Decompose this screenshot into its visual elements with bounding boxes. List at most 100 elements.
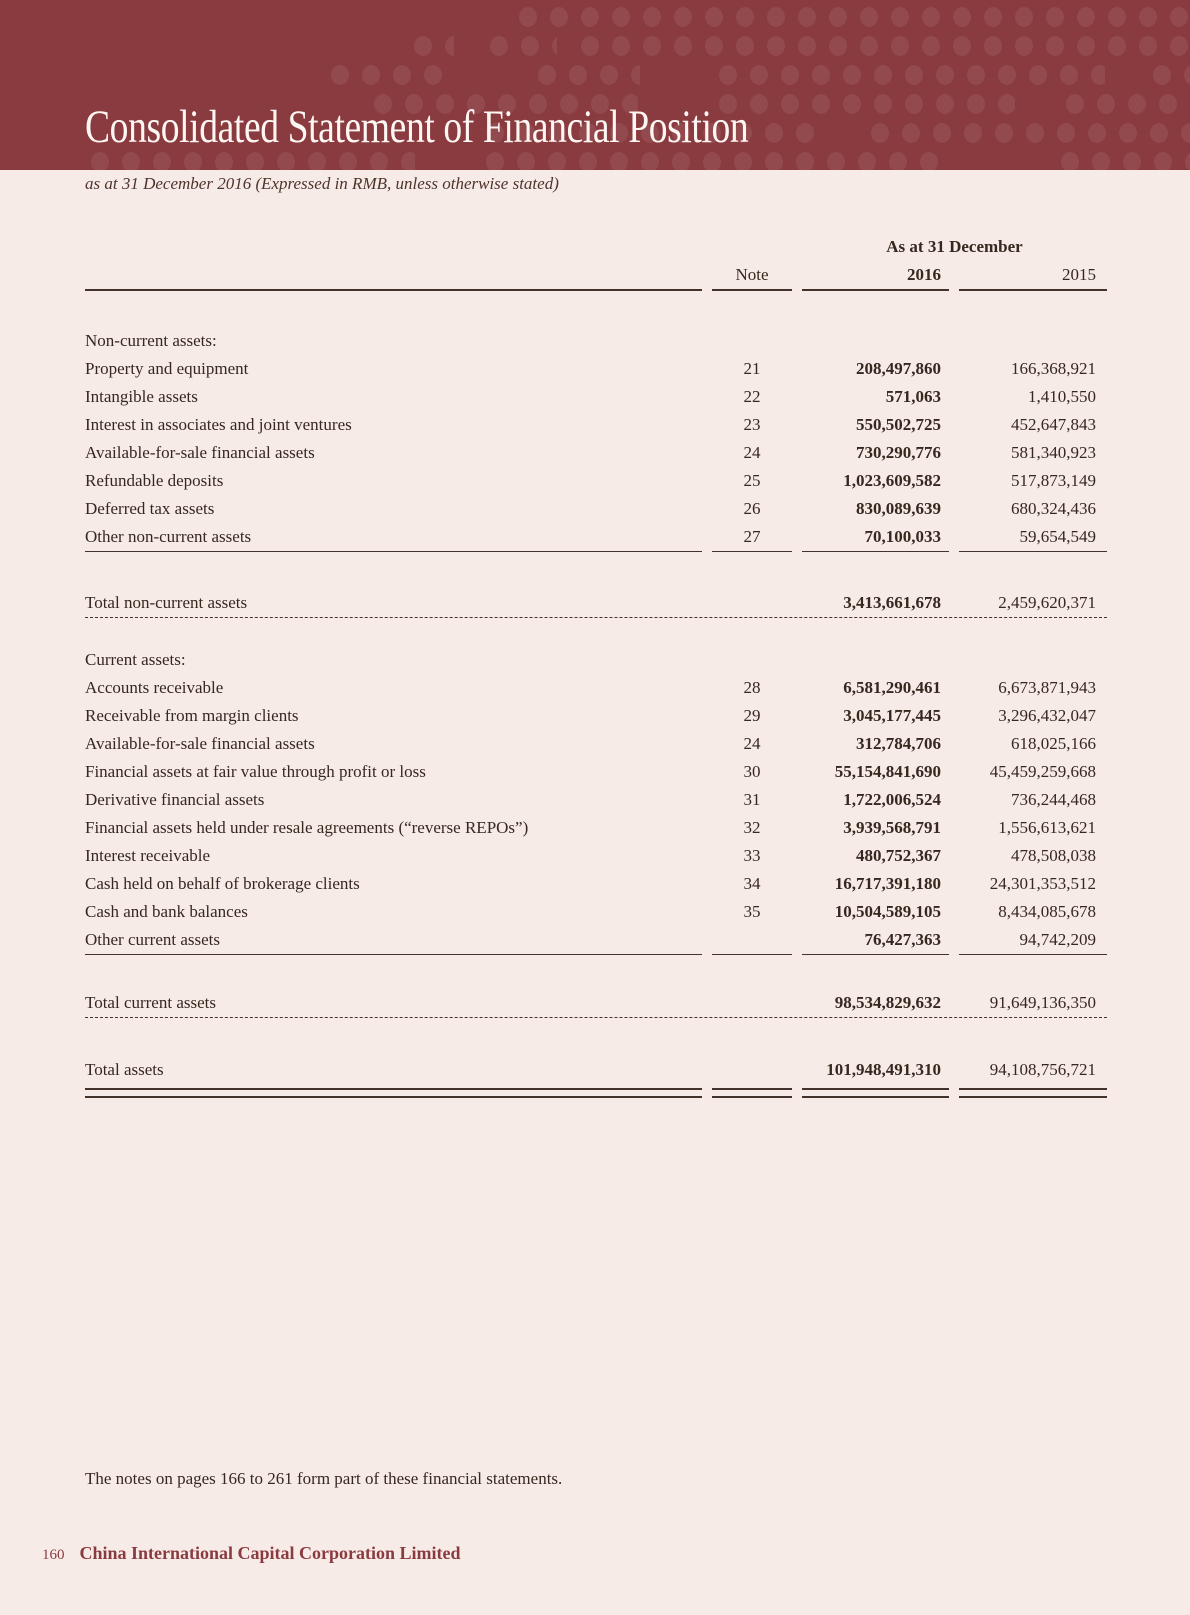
row-note: 30	[743, 762, 761, 781]
grand-total-value-2015: 94,108,756,721	[989, 1060, 1096, 1079]
table-row: Refundable deposits 25 1,023,609,582 517…	[85, 467, 1107, 495]
total-value-2015: 91,649,136,350	[989, 993, 1096, 1012]
dot-pattern	[408, 32, 454, 62]
row-value-2016: 55,154,841,690	[834, 762, 941, 781]
table-row: Intangible assets 22 571,063 1,410,550	[85, 383, 1107, 411]
row-label: Receivable from margin clients	[85, 706, 299, 725]
table-row: Deferred tax assets 26 830,089,639 680,3…	[85, 495, 1107, 523]
row-note: 27	[712, 523, 792, 552]
table-row: Other non-current assets 27 70,100,033 5…	[85, 523, 1107, 552]
dot-pattern	[85, 148, 415, 170]
page-subtitle: as at 31 December 2016 (Expressed in RMB…	[85, 174, 559, 193]
row-value-2016: 571,063	[885, 387, 941, 406]
row-value-2015: 581,340,923	[1011, 443, 1096, 462]
dot-pattern	[513, 3, 1190, 34]
row-value-2015: 478,508,038	[1011, 846, 1096, 865]
table-row: Financial assets at fair value through p…	[85, 758, 1107, 786]
dot-pattern	[368, 90, 638, 120]
table-row: Other current assets 76,427,363 94,742,2…	[85, 926, 1107, 955]
spacer	[85, 551, 1107, 589]
row-value-2015: 3,296,432,047	[998, 706, 1096, 725]
row-label: Financial assets at fair value through p…	[85, 762, 426, 781]
row-note: 33	[743, 846, 761, 865]
row-value-2015: 1,556,613,621	[998, 818, 1096, 837]
grand-total-value-2016: 101,948,491,310	[826, 1060, 941, 1079]
row-label: Interest in associates and joint venture…	[85, 415, 352, 434]
row-value-2015: 517,873,149	[1011, 471, 1096, 490]
table-row: Receivable from margin clients 29 3,045,…	[85, 702, 1107, 730]
row-value-2016: 730,290,776	[856, 443, 941, 462]
row-note: 28	[743, 678, 761, 697]
row-value-2016: 10,504,589,105	[834, 902, 941, 921]
row-value-2016: 76,427,363	[802, 926, 949, 955]
section-heading: Non-current assets:	[85, 331, 217, 350]
row-note: 21	[743, 359, 761, 378]
page-footer: 160 China International Capital Corporat…	[42, 1543, 461, 1564]
row-value-2016: 16,717,391,180	[834, 874, 941, 893]
row-note: 35	[743, 902, 761, 921]
table-row: Available-for-sale financial assets 24 7…	[85, 439, 1107, 467]
row-note: 29	[743, 706, 761, 725]
section-total-row: Total current assets 98,534,829,632 91,6…	[85, 989, 1107, 1018]
row-label: Derivative financial assets	[85, 790, 265, 809]
row-label: Accounts receivable	[85, 678, 224, 697]
total-value-2016: 3,413,661,678	[843, 593, 941, 612]
total-label: Total current assets	[85, 993, 216, 1012]
row-label: Interest receivable	[85, 846, 211, 865]
row-value-2016: 208,497,860	[856, 359, 941, 378]
table-row: Property and equipment 21 208,497,860 16…	[85, 355, 1107, 383]
table-row: Available-for-sale financial assets 24 3…	[85, 730, 1107, 758]
row-value-2016: 1,722,006,524	[843, 790, 941, 809]
table-row: Derivative financial assets 31 1,722,006…	[85, 786, 1107, 814]
row-value-2016: 3,045,177,445	[843, 706, 941, 725]
table-header-date-span-row: As at 31 December	[85, 233, 1107, 261]
total-value-2016: 98,534,829,632	[834, 993, 941, 1012]
table-row: Cash and bank balances 35 10,504,589,105…	[85, 898, 1107, 926]
dot-pattern	[865, 119, 1190, 149]
row-label: Financial assets held under resale agree…	[85, 818, 529, 837]
table-row: Interest receivable 33 480,752,367 478,5…	[85, 842, 1107, 870]
financial-position-table: As at 31 December Note 2016 2015 Non-cur…	[85, 233, 1107, 1098]
row-note: 24	[743, 443, 761, 462]
total-value-2015: 2,459,620,371	[998, 593, 1096, 612]
row-value-2016: 480,752,367	[856, 846, 941, 865]
row-note: 24	[743, 734, 761, 753]
row-value-2016: 1,023,609,582	[843, 471, 941, 490]
row-value-2015: 736,244,468	[1011, 790, 1096, 809]
row-value-2016: 70,100,033	[802, 523, 949, 552]
total-label: Total non-current assets	[85, 593, 248, 612]
row-value-2016: 6,581,290,461	[843, 678, 941, 697]
row-value-2015: 1,410,550	[1028, 387, 1096, 406]
column-group-header: As at 31 December	[886, 237, 1023, 256]
section-heading: Current assets:	[85, 650, 186, 669]
page-title: Consolidated Statement of Financial Posi…	[85, 101, 749, 153]
row-value-2016: 3,939,568,791	[843, 818, 941, 837]
dot-pattern	[484, 32, 557, 62]
row-label: Other current assets	[85, 926, 702, 955]
row-value-2015: 24,301,353,512	[989, 874, 1096, 893]
row-value-2015: 8,434,085,678	[998, 902, 1096, 921]
row-note	[712, 926, 792, 955]
row-label: Refundable deposits	[85, 471, 224, 490]
dot-pattern	[713, 90, 1015, 120]
spacer	[85, 295, 1107, 327]
spacer	[85, 954, 1107, 989]
dot-pattern	[325, 61, 453, 91]
row-label: Deferred tax assets	[85, 499, 215, 518]
row-value-2015: 94,742,209	[959, 926, 1107, 955]
section-heading-row: Non-current assets:	[85, 327, 1107, 355]
page-number: 160	[42, 1547, 65, 1563]
row-label: Cash held on behalf of brokerage clients	[85, 874, 360, 893]
section-heading-row: Current assets:	[85, 646, 1107, 674]
column-header-note: Note	[712, 261, 792, 291]
dot-pattern	[480, 119, 820, 149]
column-header-2016: 2016	[802, 261, 949, 291]
header-banner: Consolidated Statement of Financial Posi…	[0, 0, 1190, 170]
row-value-2016: 550,502,725	[856, 415, 941, 434]
row-label: Cash and bank balances	[85, 902, 248, 921]
row-note: 34	[743, 874, 761, 893]
row-value-2015: 680,324,436	[1011, 499, 1096, 518]
dot-pattern	[1060, 90, 1190, 120]
dot-pattern	[575, 32, 1190, 62]
